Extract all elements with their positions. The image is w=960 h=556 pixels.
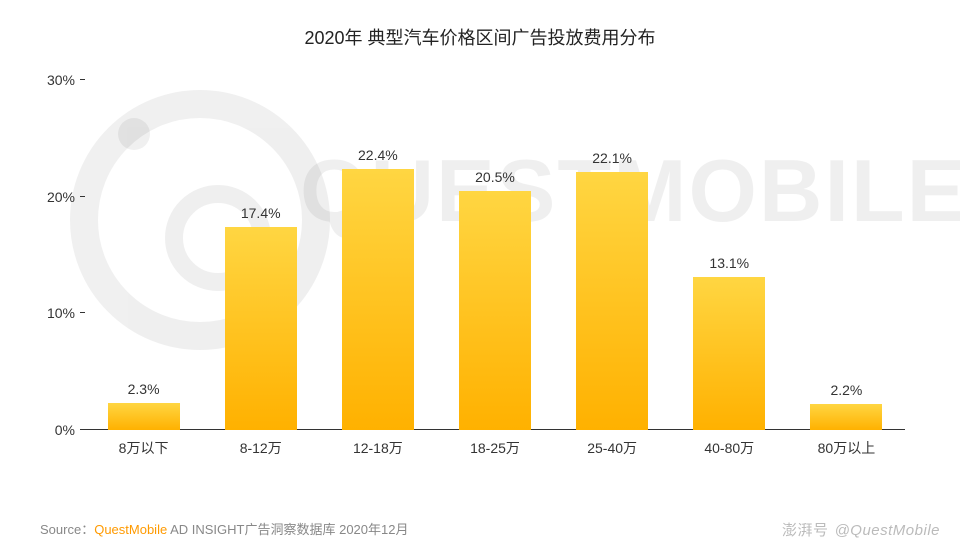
source-line: Source：QuestMobile AD INSIGHT广告洞察数据库 202… [40, 519, 408, 538]
x-tick-label: 8-12万 [202, 430, 319, 460]
bar-slot: 2.3% [85, 80, 202, 430]
y-tick-label: 20% [25, 189, 75, 205]
y-tick-label: 0% [25, 422, 75, 438]
x-tick-label: 40-80万 [671, 430, 788, 460]
x-tick-label: 8万以下 [85, 430, 202, 460]
bar-slot: 20.5% [436, 80, 553, 430]
bars-group: 2.3% 17.4% 22.4% 20.5% 22.1% 13.1% 2.2% [85, 80, 905, 430]
y-tick-label: 30% [25, 72, 75, 88]
source-prefix: Source： [40, 522, 94, 537]
credit-handle: @QuestMobile [835, 522, 940, 539]
chart-container: QUESTMOBILE 2020年 典型汽车价格区间广告投放费用分布 0%10%… [0, 0, 960, 556]
bar: 2.3% [108, 403, 180, 430]
chart-title: 2020年 典型汽车价格区间广告投放费用分布 [0, 0, 960, 50]
bar: 2.2% [810, 404, 882, 430]
bar: 20.5% [459, 191, 531, 430]
credit-cn: 澎湃号 [782, 522, 829, 539]
bar-value-label: 2.3% [128, 381, 160, 397]
x-tick-label: 80万以上 [788, 430, 905, 460]
bar-value-label: 2.2% [830, 382, 862, 398]
x-tick-label: 25-40万 [554, 430, 671, 460]
y-tick-label: 10% [25, 305, 75, 321]
bar-value-label: 17.4% [241, 205, 281, 221]
bar-slot: 2.2% [788, 80, 905, 430]
bar-slot: 22.4% [319, 80, 436, 430]
bar: 17.4% [225, 227, 297, 430]
source-brand: QuestMobile [94, 522, 167, 537]
bar-slot: 17.4% [202, 80, 319, 430]
chart-area: 0%10%20%30% 2.3%17.4%22.4%20.5%22.1%13.1… [85, 80, 905, 460]
x-tick-label: 12-18万 [319, 430, 436, 460]
plot-region: 0%10%20%30% 2.3%17.4%22.4%20.5%22.1%13.1… [85, 80, 905, 430]
bar: 22.4% [342, 169, 414, 430]
bar: 13.1% [693, 277, 765, 430]
bar-slot: 13.1% [671, 80, 788, 430]
credit-line: 澎湃号 @QuestMobile [782, 519, 940, 540]
bar-value-label: 22.1% [592, 150, 632, 166]
source-suffix: AD INSIGHT广告洞察数据库 2020年12月 [167, 522, 408, 537]
bar-slot: 22.1% [554, 80, 671, 430]
x-axis-labels: 8万以下8-12万12-18万18-25万25-40万40-80万80万以上 [85, 430, 905, 460]
x-tick-label: 18-25万 [436, 430, 553, 460]
bar-value-label: 20.5% [475, 169, 515, 185]
bar-value-label: 22.4% [358, 147, 398, 163]
bar: 22.1% [576, 172, 648, 430]
bar-value-label: 13.1% [709, 255, 749, 271]
